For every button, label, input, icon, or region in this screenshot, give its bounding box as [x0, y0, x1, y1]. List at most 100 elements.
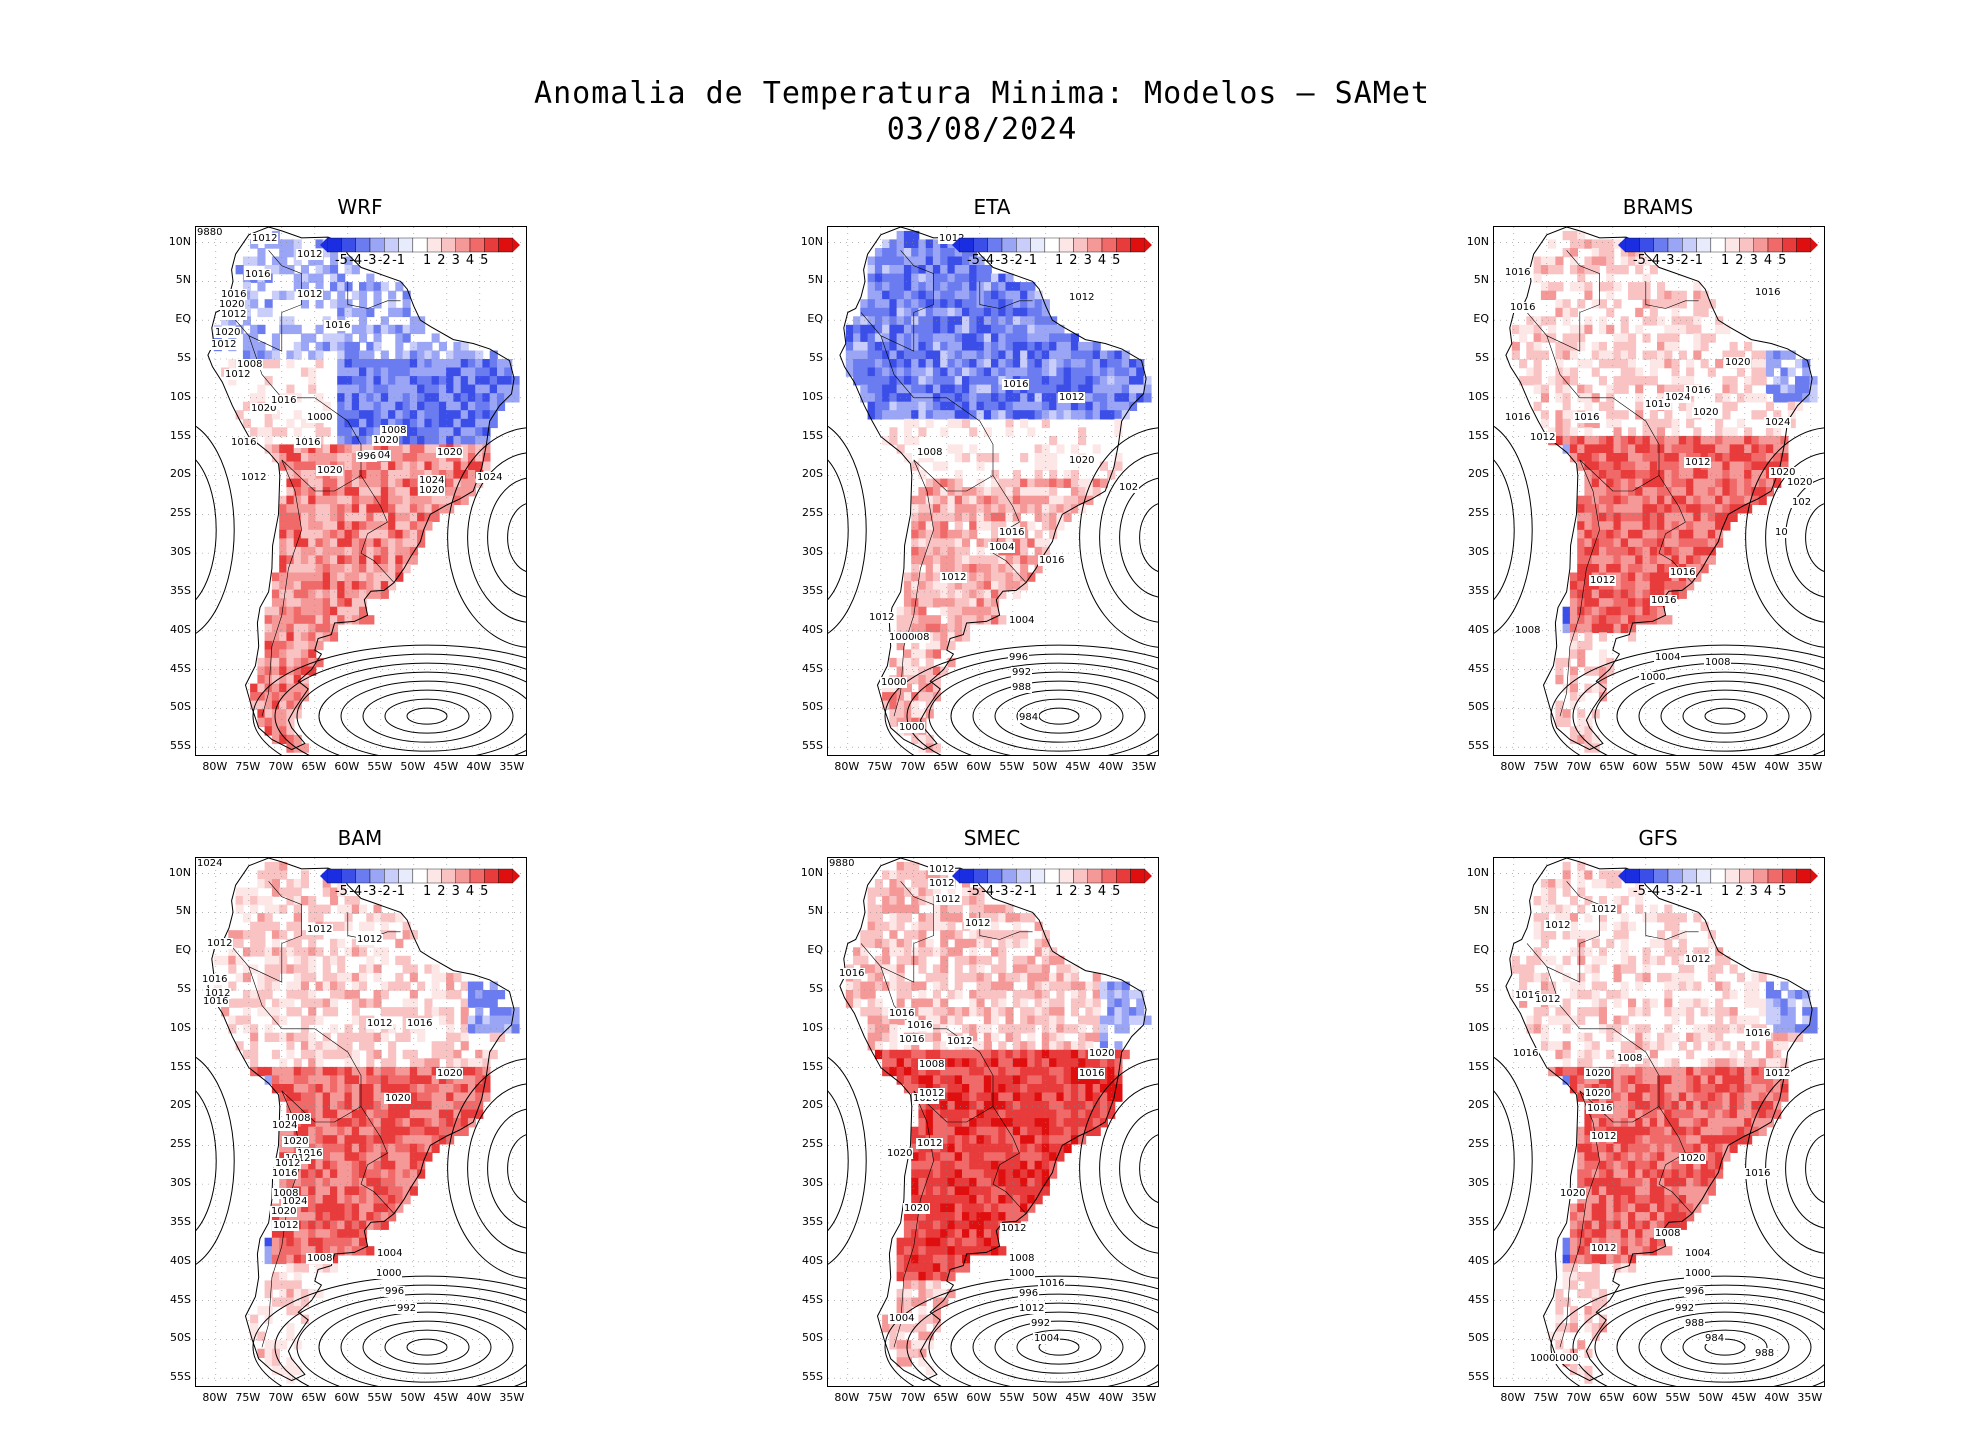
country-border	[281, 1028, 362, 1123]
legend-tick-label: -3	[1661, 884, 1675, 899]
isobar-label: 1012	[928, 864, 956, 875]
isobar-label: 988	[828, 858, 850, 869]
isobar-label: 992	[1030, 1318, 1052, 1329]
isobar-label: 1016	[1514, 990, 1542, 1001]
isobar-label: 1004	[364, 450, 392, 461]
isobar-label: 1004	[1684, 1248, 1712, 1259]
isobar-label: 1016	[838, 968, 866, 979]
isobar-label: 1020	[1068, 455, 1096, 466]
longitude-label: 70W	[268, 1391, 294, 1404]
isobar-label: 1016	[1504, 412, 1532, 423]
legend-tick-label: 2	[1735, 253, 1744, 268]
latitude-label: 10N	[168, 865, 191, 879]
isobar-label: 1004	[1033, 1333, 1061, 1344]
anomaly-field	[1511, 861, 1818, 1384]
legend-tick-label: -5	[1632, 884, 1646, 899]
longitude-label: 70W	[268, 760, 294, 773]
isobar-label: 1020	[436, 1068, 464, 1079]
isobar-label: 1012	[220, 309, 248, 320]
map-panel-bam: BAM 1012 1012 1012 1016 1012 1016 1012 1016 1020 1…	[169, 826, 527, 1404]
isobar-label: 988	[1754, 1348, 1776, 1359]
latitude-label: 50S	[1468, 1331, 1489, 1345]
panel-title-wrf: WRF	[337, 195, 383, 219]
legend-tick-label: -2	[377, 884, 391, 899]
isobar-label: 992	[396, 1303, 418, 1314]
country-border	[1579, 1028, 1660, 1123]
latitude-label: 10N	[1466, 865, 1489, 879]
isobar-label: 1020	[1679, 1153, 1707, 1164]
map-svg-gfs	[1494, 858, 1824, 1386]
longitude-label: 40W	[1764, 760, 1790, 773]
isobar-label: 1016	[888, 1008, 916, 1019]
latitude-label: 50S	[802, 1331, 823, 1345]
legend-tick-label: -2	[1675, 253, 1689, 268]
legend-tick-label: 3	[451, 884, 460, 899]
isobar-label: 1012	[928, 878, 956, 889]
isobar-label: 1020	[316, 465, 344, 476]
legend-tick-label: -4	[981, 884, 995, 899]
legend-tick-label: 4	[465, 253, 475, 268]
country-border	[1526, 943, 1581, 1029]
legend-tick-label: 2	[1069, 884, 1078, 899]
panel-title-eta: ETA	[973, 195, 1011, 219]
isobar-label: 1012	[274, 1158, 302, 1169]
isobar-label: 1016	[1512, 1048, 1540, 1059]
latitude-label: 55S	[1468, 1370, 1489, 1384]
map-panel-eta: ETA 1012 1012 1012 1016 1008 1020 1016 1004 1016 1…	[801, 195, 1159, 773]
latitude-label: 35S	[1468, 583, 1489, 597]
latitude-label: 5S	[809, 982, 823, 995]
isobar-label: 1008	[1616, 1053, 1644, 1064]
latitude-label: 45S	[1468, 1292, 1489, 1306]
isobar-label: 1004	[1654, 652, 1682, 663]
legend-tick-label: 2	[437, 884, 446, 899]
legend-tick-label: 4	[1097, 253, 1107, 268]
isobar-label: 1016	[1744, 1168, 1772, 1179]
latitude-label: 10N	[168, 234, 191, 248]
latitude-label: 40S	[170, 622, 191, 636]
latitude-label: 20S	[802, 467, 823, 481]
longitude-label: 65W	[1599, 1391, 1625, 1404]
isobar-label: 1004	[376, 1248, 404, 1259]
isobar-label: 984	[1704, 1333, 1726, 1344]
coastline	[207, 858, 515, 1382]
isobar-label: 1008	[380, 425, 408, 436]
latitude-label: 50S	[1468, 700, 1489, 714]
legend-tick-label: -5	[966, 884, 980, 899]
isobar-label: 1008	[306, 1253, 334, 1264]
legend-tick-label: -3	[995, 253, 1009, 268]
latitude-label: 15S	[1468, 1059, 1489, 1073]
legend-tick-label: 2	[1735, 884, 1744, 899]
coastline	[839, 227, 1147, 751]
latitude-label: 20S	[1468, 1098, 1489, 1112]
isobar-label: 1016	[1669, 567, 1697, 578]
isobar-label: 1012	[1764, 1068, 1792, 1079]
isobar-label: 1008	[1704, 657, 1732, 668]
longitude-label: 65W	[301, 1391, 327, 1404]
legend-tick-label: 1	[423, 253, 432, 268]
isobar-label: 1012	[934, 894, 962, 905]
isobar-label: 1012	[1590, 1243, 1618, 1254]
legend-tick-label: -1	[1024, 253, 1038, 268]
longitude-label: 50W	[1032, 1391, 1058, 1404]
longitude-label: 80W	[1500, 1391, 1526, 1404]
latitude-label: 55S	[170, 739, 191, 753]
longitude-label: 75W	[1533, 760, 1559, 773]
latitude-label: 5S	[1475, 351, 1489, 364]
title-line-1: Anomalia de Temperatura Minima: Modelos …	[534, 76, 1430, 111]
latitude-label: EQ	[807, 312, 823, 326]
map-frame-eta: 1012 1012 1012 1016 1008 1020 1016 1004 1016 1012…	[827, 226, 1159, 756]
longitude-label: 35W	[1131, 1391, 1157, 1404]
latitude-label: 5S	[809, 351, 823, 364]
isobar-label: 1016	[1644, 399, 1672, 410]
colorbar-legend: -5 -4 -3 -2 -1 1 2 3 4 5	[1618, 237, 1818, 268]
map-svg-bam	[196, 858, 526, 1386]
latitude-label: 5N	[175, 273, 191, 287]
isobar-label: 1012	[306, 924, 334, 935]
legend-tick-label: -3	[1661, 253, 1675, 268]
longitude-label: 45W	[433, 1391, 459, 1404]
isobar-label: 1012	[1529, 432, 1557, 443]
latitude-label: 50S	[170, 1331, 191, 1345]
latitude-label: 5S	[177, 351, 191, 364]
legend-tick-label: -1	[1024, 884, 1038, 899]
legend-tick-label: 3	[451, 253, 460, 268]
